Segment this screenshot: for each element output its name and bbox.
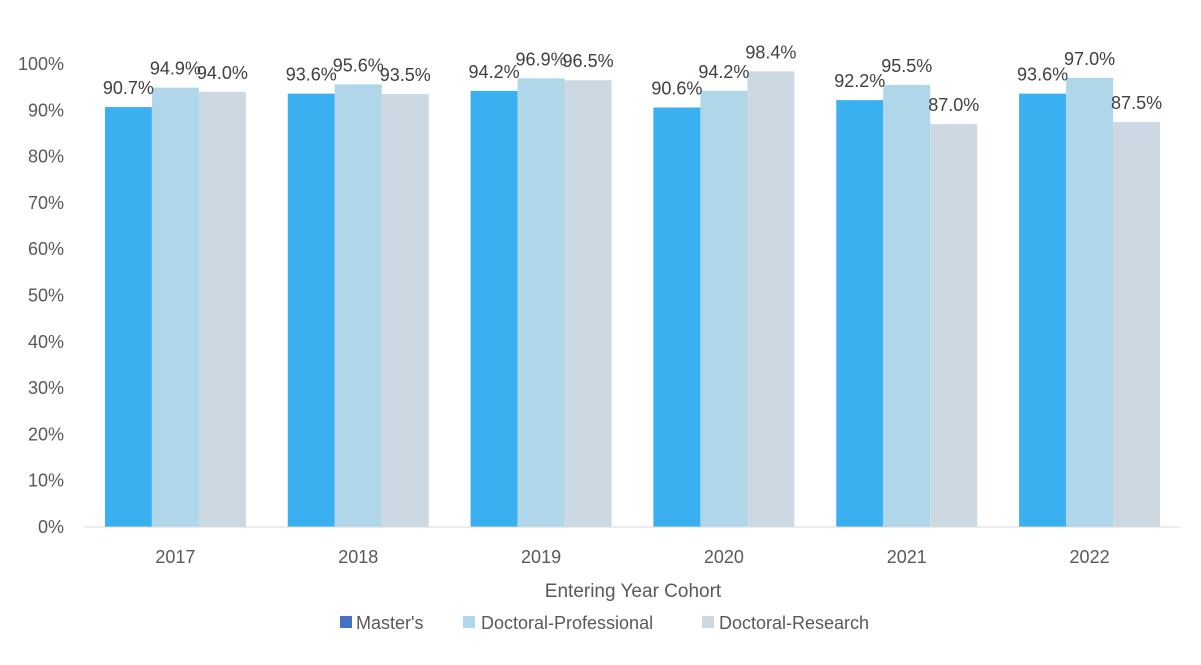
y-tick-label: 10%	[28, 471, 64, 491]
data-label: 94.2%	[698, 62, 749, 82]
x-axis: 2017 2018 2019 2020 2021 2022	[155, 547, 1109, 567]
bar	[653, 107, 701, 527]
bar	[747, 71, 795, 528]
data-label: 93.6%	[286, 65, 337, 85]
bar	[564, 80, 612, 527]
data-label: 92.2%	[834, 71, 885, 91]
legend-label: Doctoral-Research	[719, 613, 869, 633]
data-label: 95.5%	[881, 56, 932, 76]
data-label: 90.7%	[103, 78, 154, 98]
bar	[104, 107, 152, 528]
data-label: 98.4%	[745, 42, 796, 62]
y-tick-label: 30%	[28, 378, 64, 398]
bars-group	[104, 71, 1161, 528]
bar	[1019, 93, 1067, 527]
data-label: 90.6%	[651, 79, 702, 99]
bar	[883, 84, 931, 528]
y-tick-label: 20%	[28, 424, 64, 444]
y-tick-label: 50%	[28, 286, 64, 306]
x-tick-label: 2017	[155, 547, 195, 567]
data-label: 96.9%	[516, 49, 567, 69]
data-label: 95.6%	[333, 55, 384, 75]
x-tick-label: 2021	[887, 547, 927, 567]
y-tick-label: 60%	[28, 239, 64, 259]
y-tick-label: 90%	[28, 100, 64, 120]
x-tick-label: 2019	[521, 547, 561, 567]
bar	[1066, 77, 1114, 527]
x-axis-title: Entering Year Cohort	[545, 581, 722, 602]
bar	[198, 91, 246, 527]
data-label: 94.9%	[150, 59, 201, 79]
bar	[151, 87, 199, 527]
x-tick-label: 2022	[1070, 547, 1110, 567]
y-tick-label: 40%	[28, 332, 64, 352]
y-tick-label: 100%	[18, 54, 64, 74]
data-label: 87.0%	[928, 95, 979, 115]
data-label: 93.6%	[1017, 65, 1068, 85]
bar	[470, 90, 518, 527]
x-tick-label: 2020	[704, 547, 744, 567]
data-label: 96.5%	[563, 51, 614, 71]
data-label: 94.0%	[197, 63, 248, 83]
legend-swatch	[702, 616, 714, 628]
y-tick-label: 80%	[28, 147, 64, 167]
data-label: 94.2%	[469, 62, 520, 82]
legend-swatch	[340, 616, 352, 628]
legend-label: Master's	[356, 613, 423, 633]
y-tick-label: 0%	[38, 517, 64, 537]
y-axis: 0% 10% 20% 30% 40% 50% 60% 70% 80% 90% 100%	[18, 54, 64, 537]
bar	[381, 94, 429, 527]
data-label: 97.0%	[1064, 49, 1115, 69]
x-tick-label: 2018	[338, 547, 378, 567]
bar	[836, 100, 884, 527]
bar	[287, 93, 335, 527]
data-label: 87.5%	[1111, 93, 1162, 113]
bar	[1113, 121, 1161, 527]
y-tick-label: 70%	[28, 193, 64, 213]
legend-swatch	[463, 616, 475, 628]
legend-item: Doctoral-Professional	[463, 613, 653, 633]
bar	[334, 84, 382, 527]
legend-item: Doctoral-Research	[702, 613, 869, 633]
bar	[517, 78, 565, 527]
bar	[700, 90, 748, 527]
legend-item: Master's	[340, 613, 423, 633]
legend: Master's Doctoral-Professional Doctoral-Re…	[340, 613, 869, 633]
legend-label: Doctoral-Professional	[481, 613, 653, 633]
data-labels-group: 90.7%94.9%94.0% 93.6%95.6%93.5% 94.2%96.9%…	[103, 42, 1162, 115]
bar	[930, 124, 978, 527]
data-label: 93.5%	[380, 65, 431, 85]
